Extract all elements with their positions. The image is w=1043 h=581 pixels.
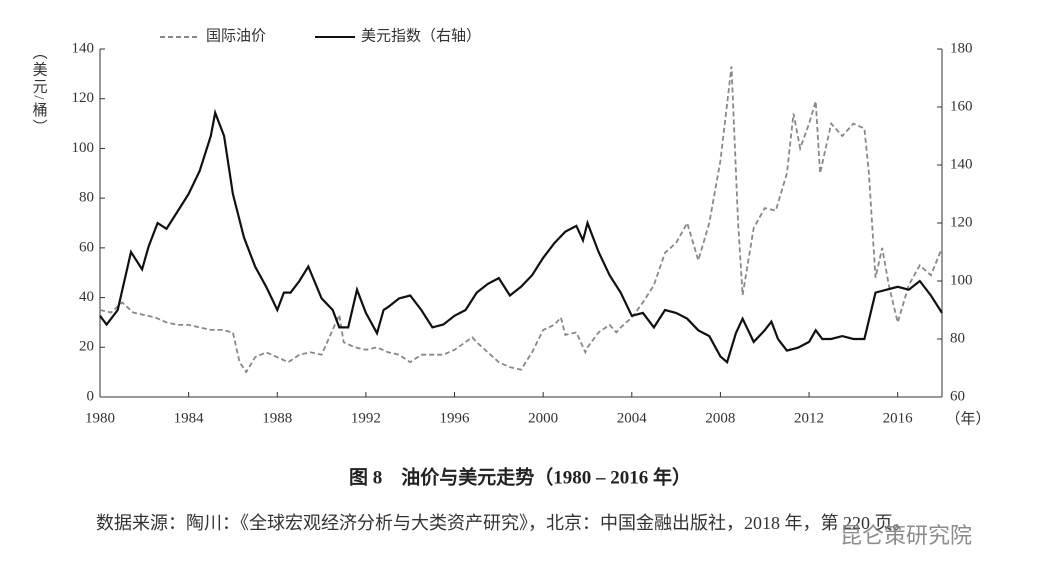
x-unit: （年） [945, 410, 990, 427]
line [99, 66, 943, 374]
line [99, 108, 943, 365]
chart: （美元/桶） （年） 图 8 油价与美元走势（1980 – 2016 年） 0 2… [31, 27, 991, 488]
y-tick-label: 20 [79, 339, 94, 355]
chart-title: 图 8 油价与美元走势（1980 – 2016 年） [349, 465, 691, 488]
x-tick-label: 1980 [85, 410, 115, 426]
y2-tick-label: 80 [950, 330, 965, 346]
y-tick-label: 40 [79, 289, 94, 305]
x-tick-label: 2012 [794, 410, 824, 426]
y-tick-label: 80 [79, 190, 94, 206]
y-axis-label: （美元/桶） [31, 44, 48, 135]
y2-tick-label: 100 [950, 272, 973, 288]
y2-tick-label: 120 [950, 214, 973, 230]
x-tick-label: 1996 [440, 410, 471, 426]
source-note: 数据来源：陶川：《全球宏观经济分析与大类资产研究》，北京：中国金融出版社，201… [96, 513, 911, 533]
y2-tick-label: 60 [950, 388, 965, 404]
x-tick-label: 2008 [705, 410, 735, 426]
y2-tick-label: 180 [950, 40, 973, 56]
x-tick-label: 1984 [174, 410, 205, 426]
y-tick-label: 100 [72, 140, 95, 156]
y-tick-label: 60 [79, 239, 94, 255]
x-tick-label: 1988 [262, 410, 292, 426]
legend-label: 美元指数（右轴） [361, 27, 481, 44]
y-tick-label: 140 [72, 40, 95, 56]
y2-tick-label: 160 [950, 98, 973, 114]
y2-tick-label: 140 [950, 156, 973, 172]
legend-label: 国际油价 [206, 27, 266, 44]
x-tick-label: 2000 [528, 410, 558, 426]
watermark: 昆仑策研究院 [840, 524, 973, 549]
x-tick-label: 2016 [883, 410, 914, 426]
y-tick-label: 0 [87, 388, 95, 404]
y-tick-label: 120 [72, 90, 95, 106]
x-tick-label: 2004 [617, 410, 648, 426]
x-tick-label: 1992 [351, 410, 381, 426]
